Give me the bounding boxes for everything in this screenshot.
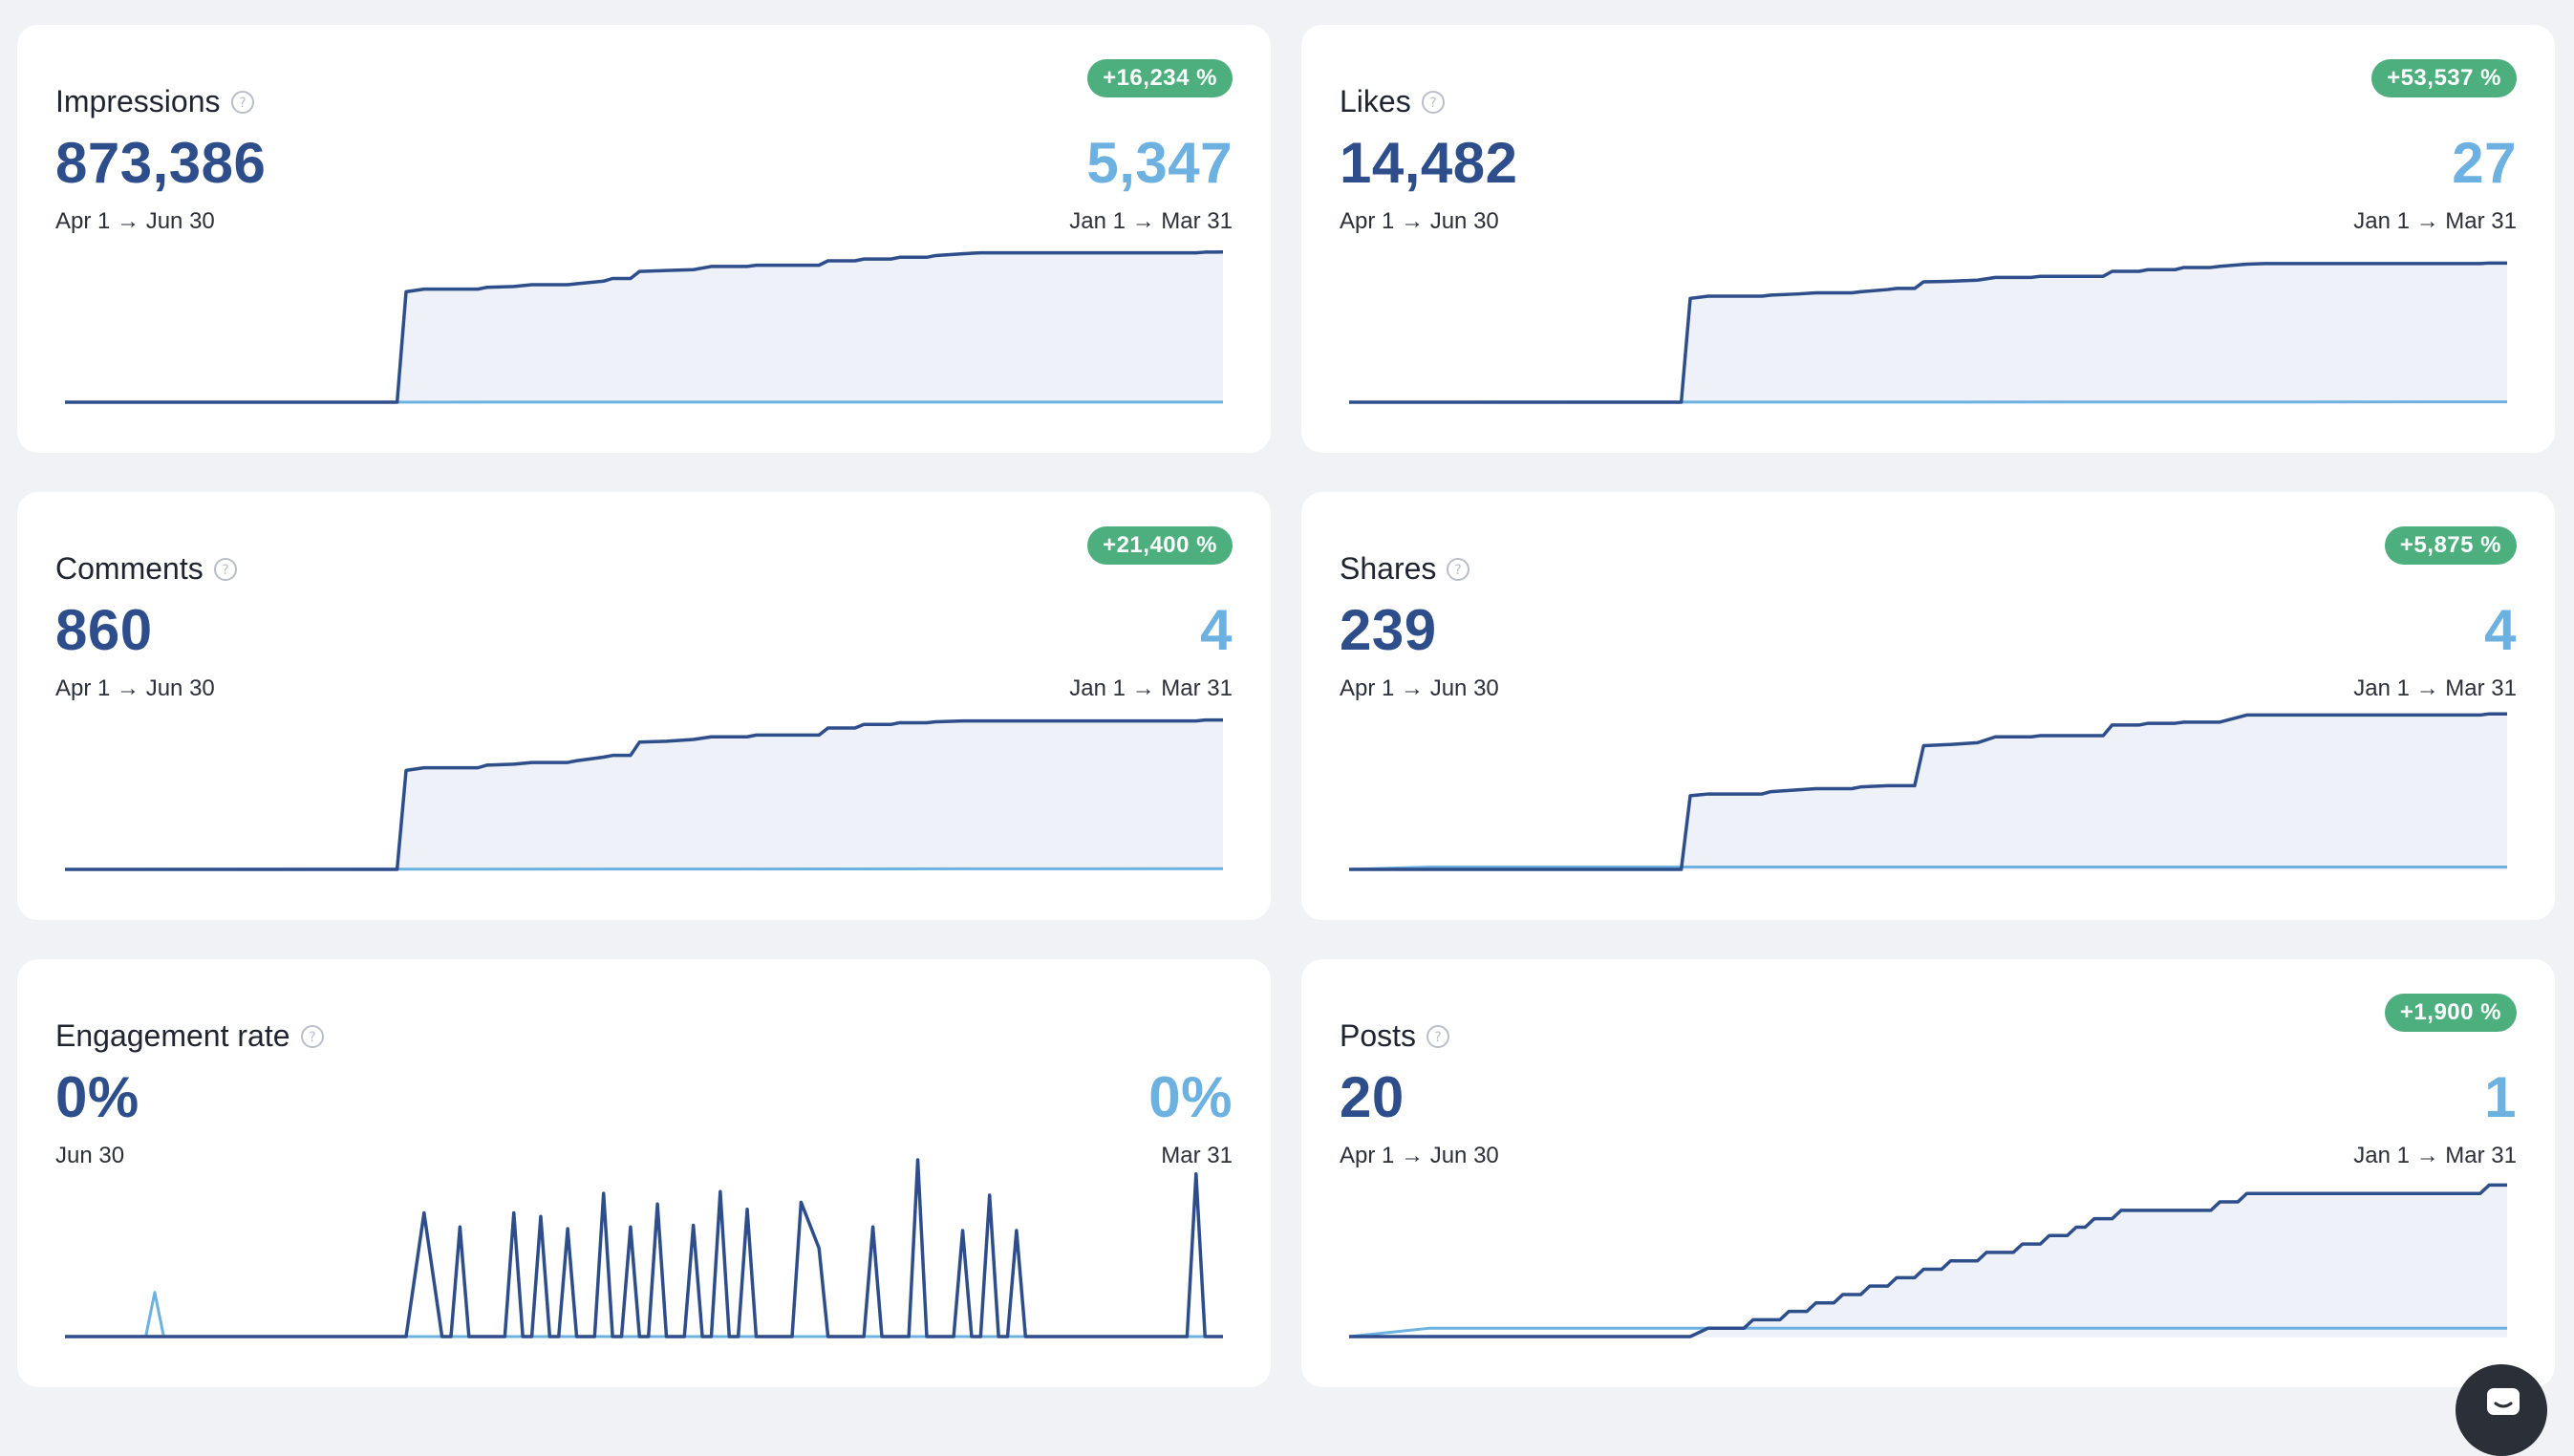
current-range: Apr 1 → Jun 30	[55, 675, 215, 702]
change-badge: +53,537 %	[2371, 59, 2517, 97]
metric-card-impressions[interactable]: Impressions ? +16,234 % 873,386 5,347 Ap…	[17, 25, 1271, 453]
current-series-area	[65, 252, 1223, 402]
previous-series-line	[1349, 1328, 2507, 1337]
previous-range: Jan 1 → Mar 31	[2353, 1143, 2517, 1169]
current-value: 239	[1340, 597, 1437, 663]
previous-series-line	[65, 1293, 1223, 1337]
previous-value: 0%	[1148, 1064, 1233, 1130]
likes-chart[interactable]	[1301, 25, 2555, 453]
current-series-area	[1349, 1185, 2507, 1337]
current-series-area	[1349, 263, 2507, 402]
svg-text:?: ?	[309, 1030, 315, 1045]
svg-text:?: ?	[222, 563, 228, 578]
current-range: Apr 1 → Jun 30	[1340, 675, 1499, 702]
current-series-area	[1349, 714, 2507, 869]
help-icon[interactable]: ?	[213, 557, 238, 582]
metric-card-likes[interactable]: Likes ? +53,537 % 14,482 27 Apr 1 → Jun …	[1301, 25, 2555, 453]
current-series-line	[65, 252, 1223, 402]
help-icon[interactable]: ?	[1426, 1024, 1450, 1049]
card-title-row: Comments ?	[55, 551, 238, 587]
card-title: Shares	[1340, 551, 1436, 587]
chat-icon	[2486, 1387, 2520, 1416]
change-badge: +21,400 %	[1087, 526, 1233, 565]
current-value: 873,386	[55, 130, 266, 196]
previous-value: 5,347	[1086, 130, 1233, 196]
metric-card-engagement-rate[interactable]: Engagement rate ? 0% 0% Jun 30 Mar 31	[17, 959, 1271, 1387]
previous-value: 1	[2484, 1064, 2517, 1130]
previous-range: Mar 31	[1161, 1143, 1233, 1169]
current-value: 14,482	[1340, 130, 1518, 196]
previous-value: 27	[2452, 130, 2517, 196]
card-title-row: Posts ?	[1340, 1018, 1450, 1054]
card-title-row: Likes ?	[1340, 84, 1446, 119]
previous-range: Jan 1 → Mar 31	[1069, 208, 1233, 235]
svg-text:?: ?	[1455, 563, 1462, 578]
current-series-line	[65, 720, 1223, 869]
previous-series-line	[65, 868, 1223, 869]
shares-chart[interactable]	[1301, 492, 2555, 920]
change-badge: +16,234 %	[1087, 59, 1233, 97]
current-series-line	[1349, 714, 2507, 869]
previous-value: 4	[2484, 597, 2517, 663]
current-range: Jun 30	[55, 1143, 124, 1169]
help-icon[interactable]: ?	[1446, 557, 1470, 582]
current-series-line	[1349, 1185, 2507, 1337]
metric-card-shares[interactable]: Shares ? +5,875 % 239 4 Apr 1 → Jun 30 J…	[1301, 492, 2555, 920]
help-icon[interactable]: ?	[230, 90, 255, 115]
svg-text:?: ?	[1434, 1030, 1441, 1045]
metric-card-posts[interactable]: Posts ? +1,900 % 20 1 Apr 1 → Jun 30 Jan…	[1301, 959, 2555, 1387]
previous-value: 4	[1200, 597, 1233, 663]
previous-series-line	[1349, 867, 2507, 869]
card-title: Engagement rate	[55, 1018, 290, 1054]
current-series-area	[65, 720, 1223, 869]
card-title-row: Engagement rate ?	[55, 1018, 325, 1054]
previous-range: Jan 1 → Mar 31	[2353, 208, 2517, 235]
card-title: Impressions	[55, 84, 221, 119]
current-value: 860	[55, 597, 153, 663]
card-title: Comments	[55, 551, 204, 587]
current-range: Apr 1 → Jun 30	[1340, 1143, 1499, 1169]
help-icon[interactable]: ?	[300, 1024, 325, 1049]
svg-text:?: ?	[1429, 96, 1436, 111]
change-badge: +1,900 %	[2385, 994, 2517, 1032]
current-value: 20	[1340, 1064, 1405, 1130]
card-title: Posts	[1340, 1018, 1416, 1054]
current-series-line	[1349, 263, 2507, 402]
card-title: Likes	[1340, 84, 1411, 119]
metric-card-comments[interactable]: Comments ? +21,400 % 860 4 Apr 1 → Jun 3…	[17, 492, 1271, 920]
current-range: Apr 1 → Jun 30	[55, 208, 215, 235]
change-badge: +5,875 %	[2385, 526, 2517, 565]
current-range: Apr 1 → Jun 30	[1340, 208, 1499, 235]
current-value: 0%	[55, 1064, 139, 1130]
previous-range: Jan 1 → Mar 31	[2353, 675, 2517, 702]
posts-chart[interactable]	[1301, 959, 2555, 1387]
help-icon[interactable]: ?	[1421, 90, 1446, 115]
previous-range: Jan 1 → Mar 31	[1069, 675, 1233, 702]
current-series-line	[65, 1160, 1223, 1337]
card-title-row: Impressions ?	[55, 84, 255, 119]
card-title-row: Shares ?	[1340, 551, 1470, 587]
svg-text:?: ?	[239, 96, 246, 111]
metrics-grid: Impressions ? +16,234 % 873,386 5,347 Ap…	[17, 25, 2555, 1387]
